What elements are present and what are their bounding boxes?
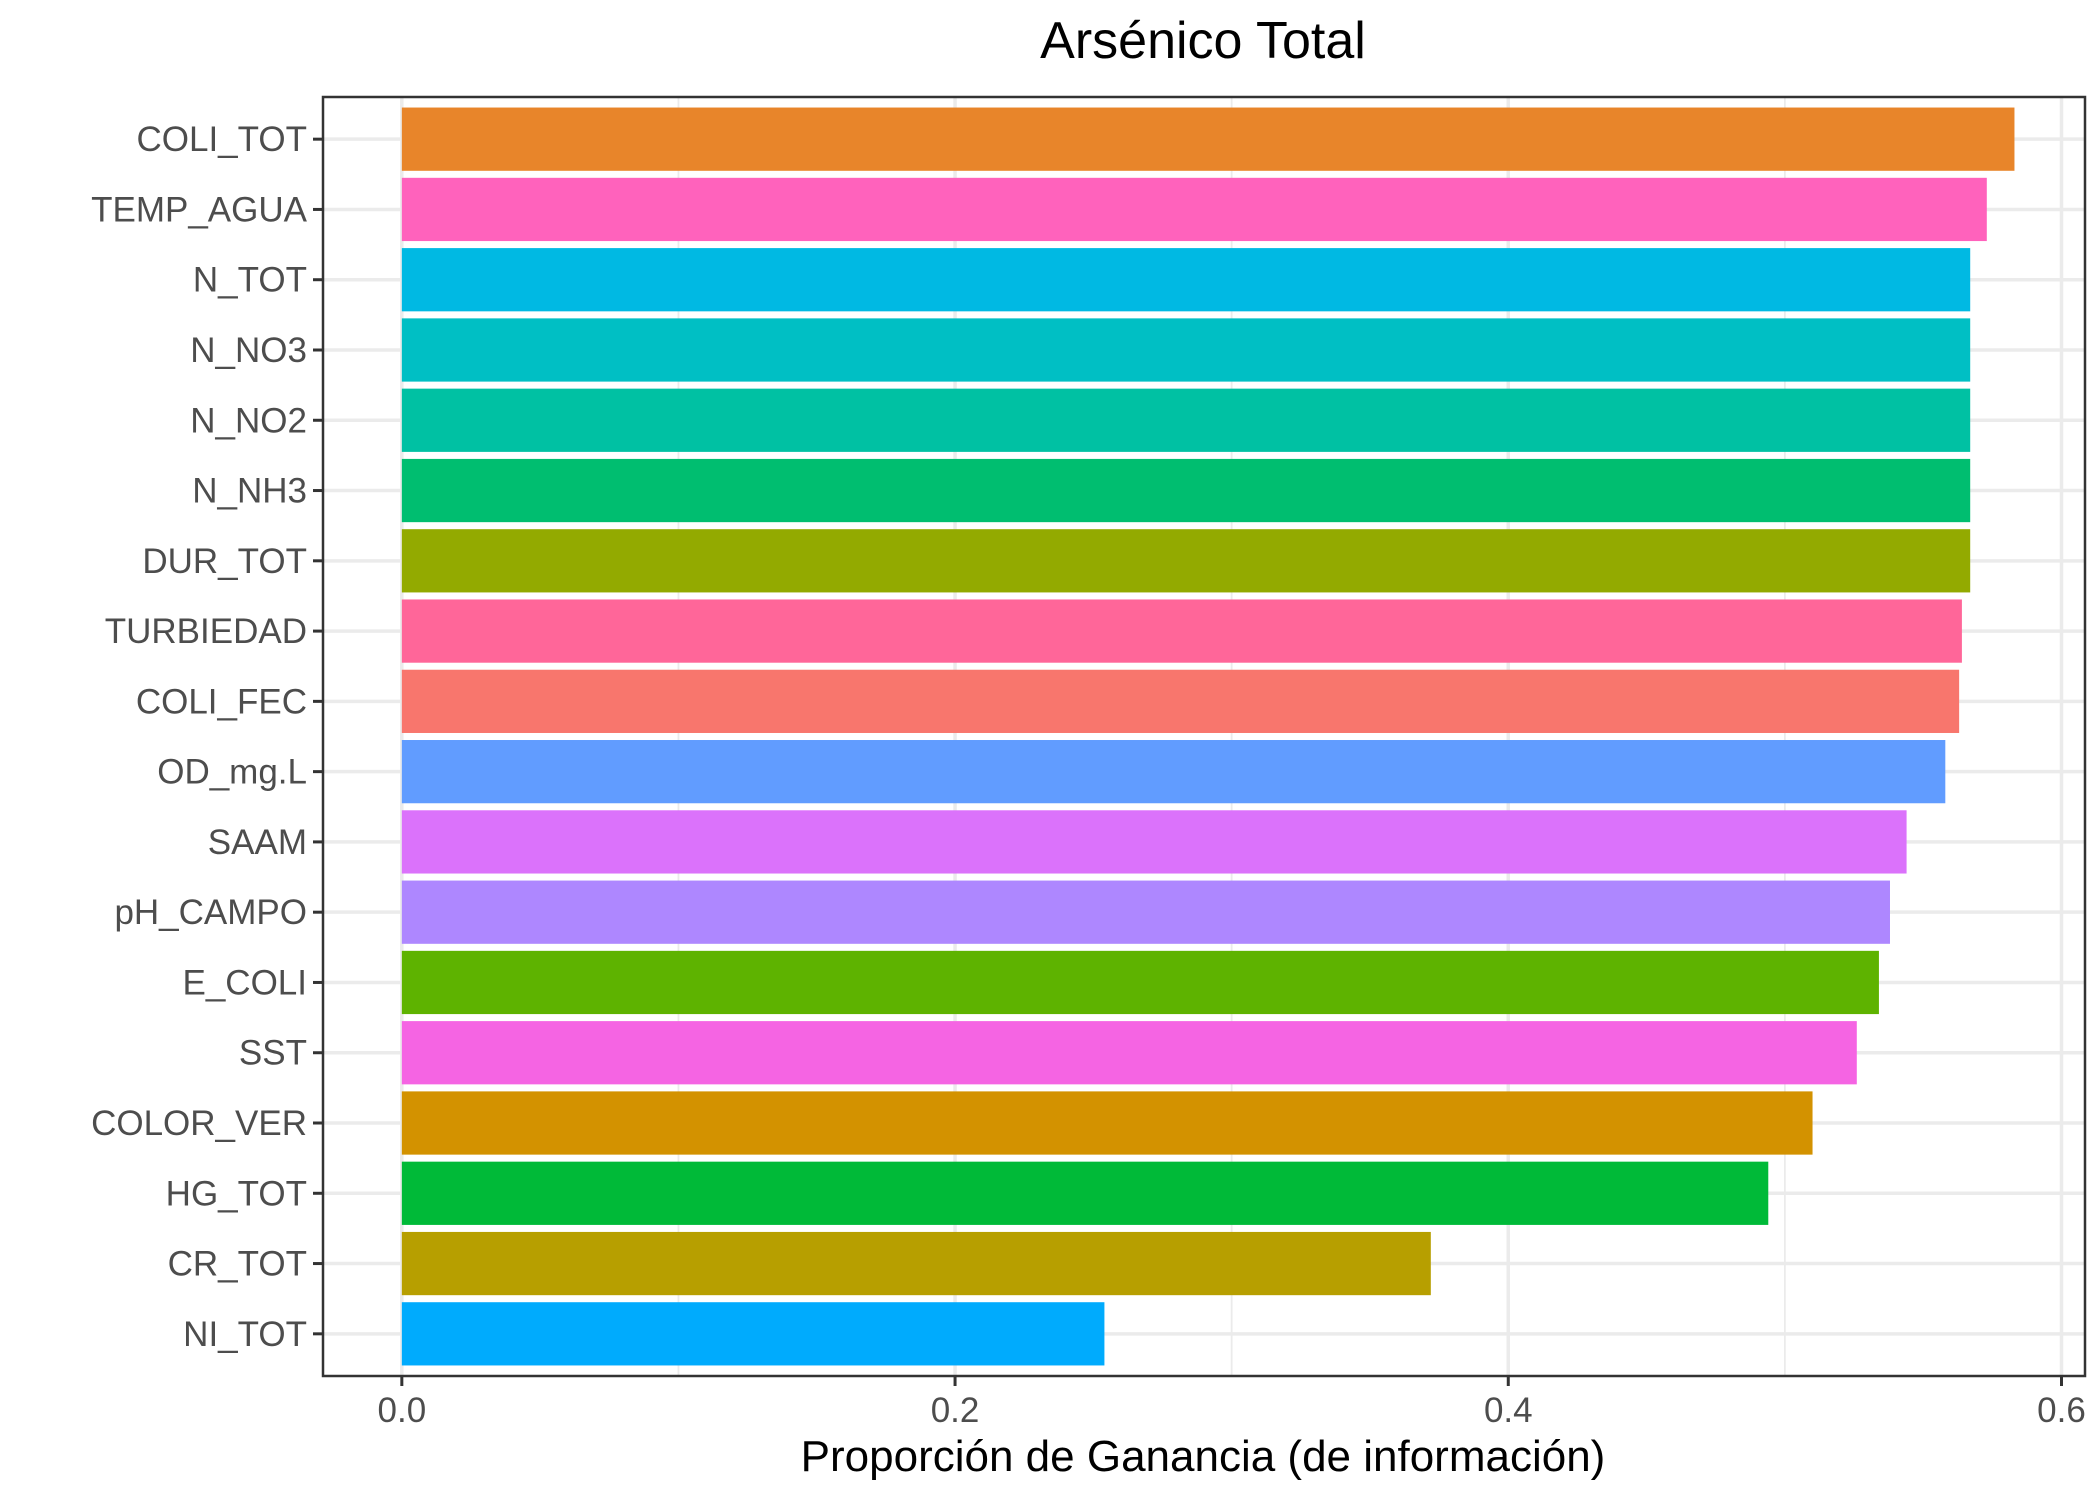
bar-n-no2 (401, 388, 1971, 452)
bars (401, 107, 2015, 1366)
y-tick-label: COLOR_VER (91, 1104, 307, 1143)
bar-dur-tot (401, 529, 1971, 593)
bar-sst (401, 1021, 1857, 1085)
x-axis: 0.0 0.2 0.4 0.6 (378, 1376, 2086, 1430)
bar-n-no3 (401, 318, 1971, 382)
y-tick-label: TEMP_AGUA (91, 190, 308, 229)
y-tick-label: N_TOT (193, 261, 307, 300)
bar-cr-tot (401, 1231, 1431, 1296)
y-tick-label: N_NH3 (192, 472, 307, 511)
bar-e-coli (401, 950, 1879, 1015)
x-tick-label: 0.4 (1484, 1391, 1533, 1430)
bar-n-tot (401, 248, 1971, 312)
bar-n-nh3 (401, 458, 1971, 523)
bar-color-ver (401, 1091, 1813, 1155)
y-tick-label: OD_mg.L (157, 753, 307, 792)
y-tick-label: DUR_TOT (142, 542, 307, 581)
x-tick-label: 0.2 (931, 1391, 980, 1430)
panel-border (321, 95, 2087, 1378)
bar-hg-tot (401, 1161, 1769, 1225)
y-tick-label: NI_TOT (183, 1315, 307, 1354)
x-axis-title: Proporción de Ganancia (de información) (801, 1432, 1606, 1481)
y-axis: COLI_TOT TEMP_AGUA N_TOT N_NO3 N_NO2 N_NH3 DUR… (91, 120, 323, 1354)
y-tick-label: E_COLI (183, 963, 308, 1002)
y-tick-label: SST (239, 1034, 307, 1073)
x-tick-label: 0.0 (378, 1391, 427, 1430)
y-tick-label: N_NO3 (190, 331, 307, 370)
bar-od-mg-l (401, 740, 1946, 804)
bar-ni-tot (401, 1302, 1105, 1366)
bar-coli-fec (401, 669, 1960, 733)
bar-temp-agua (401, 177, 1987, 242)
y-tick-label: SAAM (208, 823, 307, 862)
y-tick-label: COLI_TOT (136, 120, 307, 159)
x-tick-label: 0.6 (2037, 1391, 2086, 1430)
bar-coli-tot (401, 107, 2015, 171)
bar-ph-campo (401, 880, 1890, 944)
y-tick-label: N_NO2 (190, 401, 307, 440)
y-tick-label: COLI_FEC (136, 682, 307, 721)
y-tick-label: HG_TOT (166, 1174, 307, 1213)
chart-title: Arsénico Total (1040, 12, 1366, 70)
bar-saam (401, 810, 1907, 874)
y-tick-label: pH_CAMPO (114, 893, 307, 932)
y-tick-label: CR_TOT (168, 1245, 307, 1284)
y-tick-label: TURBIEDAD (105, 612, 307, 651)
bar-turbiedad (401, 599, 1962, 663)
